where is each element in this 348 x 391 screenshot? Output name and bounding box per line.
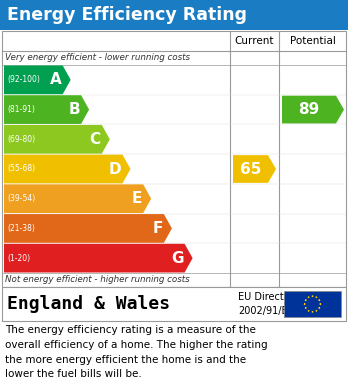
Polygon shape — [311, 295, 314, 298]
Polygon shape — [4, 155, 130, 183]
Text: (1-20): (1-20) — [7, 254, 30, 263]
Polygon shape — [282, 96, 344, 124]
Text: 65: 65 — [240, 161, 261, 176]
Polygon shape — [311, 311, 314, 313]
Bar — [2, 287, 346, 321]
Text: Very energy efficient - lower running costs: Very energy efficient - lower running co… — [5, 54, 190, 63]
Polygon shape — [307, 296, 310, 299]
Polygon shape — [4, 214, 172, 243]
Text: EU Directive
2002/91/EC: EU Directive 2002/91/EC — [238, 292, 298, 316]
Text: (39-54): (39-54) — [7, 194, 35, 203]
Polygon shape — [4, 125, 110, 154]
Text: Energy Efficiency Rating: Energy Efficiency Rating — [7, 6, 247, 24]
Text: The energy efficiency rating is a measure of the
overall efficiency of a home. T: The energy efficiency rating is a measur… — [5, 325, 268, 379]
Text: B: B — [69, 102, 80, 117]
Bar — [0, 0, 348, 30]
Text: D: D — [109, 161, 121, 176]
Text: A: A — [50, 72, 62, 87]
Polygon shape — [304, 307, 307, 309]
Polygon shape — [315, 310, 318, 312]
Text: (21-38): (21-38) — [7, 224, 35, 233]
Text: (55-68): (55-68) — [7, 165, 35, 174]
Polygon shape — [319, 303, 322, 305]
Text: (81-91): (81-91) — [7, 105, 35, 114]
Polygon shape — [318, 307, 321, 309]
Text: (69-80): (69-80) — [7, 135, 35, 144]
Polygon shape — [4, 95, 89, 124]
Bar — [2, 31, 346, 287]
Polygon shape — [233, 155, 276, 183]
Polygon shape — [304, 299, 307, 301]
Text: G: G — [171, 251, 184, 265]
Polygon shape — [4, 66, 71, 94]
Polygon shape — [307, 310, 310, 312]
Bar — [284, 291, 341, 317]
Text: Not energy efficient - higher running costs: Not energy efficient - higher running co… — [5, 276, 190, 285]
Polygon shape — [303, 303, 306, 305]
Text: England & Wales: England & Wales — [7, 295, 170, 313]
Polygon shape — [318, 299, 321, 301]
Text: F: F — [152, 221, 163, 236]
Text: 89: 89 — [298, 102, 319, 117]
Polygon shape — [4, 185, 151, 213]
Polygon shape — [4, 244, 192, 273]
Text: C: C — [90, 132, 101, 147]
Polygon shape — [315, 296, 318, 299]
Text: Current: Current — [235, 36, 274, 46]
Text: (92-100): (92-100) — [7, 75, 40, 84]
Text: Potential: Potential — [290, 36, 335, 46]
Text: E: E — [132, 191, 142, 206]
